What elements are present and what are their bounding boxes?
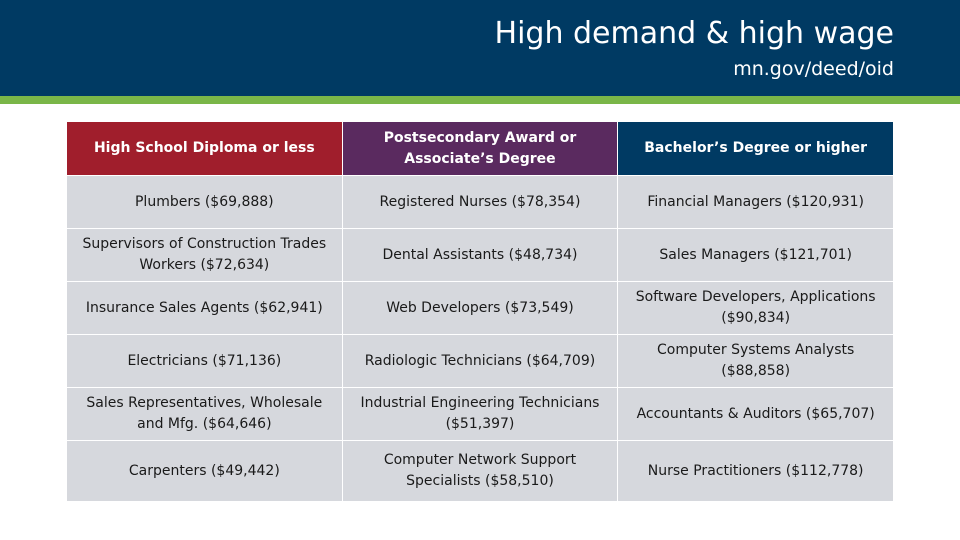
table-row: Insurance Sales Agents ($62,941) Web Dev…: [66, 281, 894, 335]
table-cell: Sales Managers ($121,701): [617, 228, 894, 282]
table-row: Sales Representatives, Wholesale and Mfg…: [66, 387, 894, 441]
table-cell: Electricians ($71,136): [66, 334, 343, 388]
table-cell: Nurse Practitioners ($112,778): [617, 440, 894, 502]
table-cell: Registered Nurses ($78,354): [341, 175, 619, 229]
table-cell: Computer Systems Analysts ($88,858): [617, 334, 894, 388]
table-cell: Insurance Sales Agents ($62,941): [66, 281, 343, 335]
table-cell: Computer Network Support Specialists ($5…: [341, 440, 619, 502]
table-cell: Sales Representatives, Wholesale and Mfg…: [66, 387, 343, 441]
column-header-high-school: High School Diploma or less: [66, 121, 343, 176]
table-cell: Financial Managers ($120,931): [617, 175, 894, 229]
table-cell: Web Developers ($73,549): [341, 281, 619, 335]
table-cell: Radiologic Technicians ($64,709): [341, 334, 619, 388]
table-row: Electricians ($71,136) Radiologic Techni…: [66, 334, 894, 388]
column-header-postsecondary: Postsecondary Award or Associate’s Degre…: [341, 121, 619, 176]
table-cell: Industrial Engineering Technicians ($51,…: [341, 387, 619, 441]
table-cell: Software Developers, Applications ($90,8…: [617, 281, 894, 335]
table-header-row: High School Diploma or less Postsecondar…: [66, 121, 894, 176]
page-subtitle-url: mn.gov/deed/oid: [733, 58, 894, 80]
table-cell: Accountants & Auditors ($65,707): [617, 387, 894, 441]
occupations-table: High School Diploma or less Postsecondar…: [66, 121, 894, 502]
table-row: Carpenters ($49,442) Computer Network Su…: [66, 440, 894, 502]
page-title: High demand & high wage: [494, 16, 894, 51]
table-cell: Carpenters ($49,442): [66, 440, 343, 502]
accent-divider: [0, 96, 960, 104]
column-header-bachelors: Bachelor’s Degree or higher: [617, 121, 894, 176]
table-row: Supervisors of Construction Trades Worke…: [66, 228, 894, 282]
table-cell: Supervisors of Construction Trades Worke…: [66, 228, 343, 282]
header-banner: High demand & high wage mn.gov/deed/oid: [0, 0, 960, 96]
table-cell: Plumbers ($69,888): [66, 175, 343, 229]
table-cell: Dental Assistants ($48,734): [341, 228, 619, 282]
table-row: Plumbers ($69,888) Registered Nurses ($7…: [66, 175, 894, 229]
